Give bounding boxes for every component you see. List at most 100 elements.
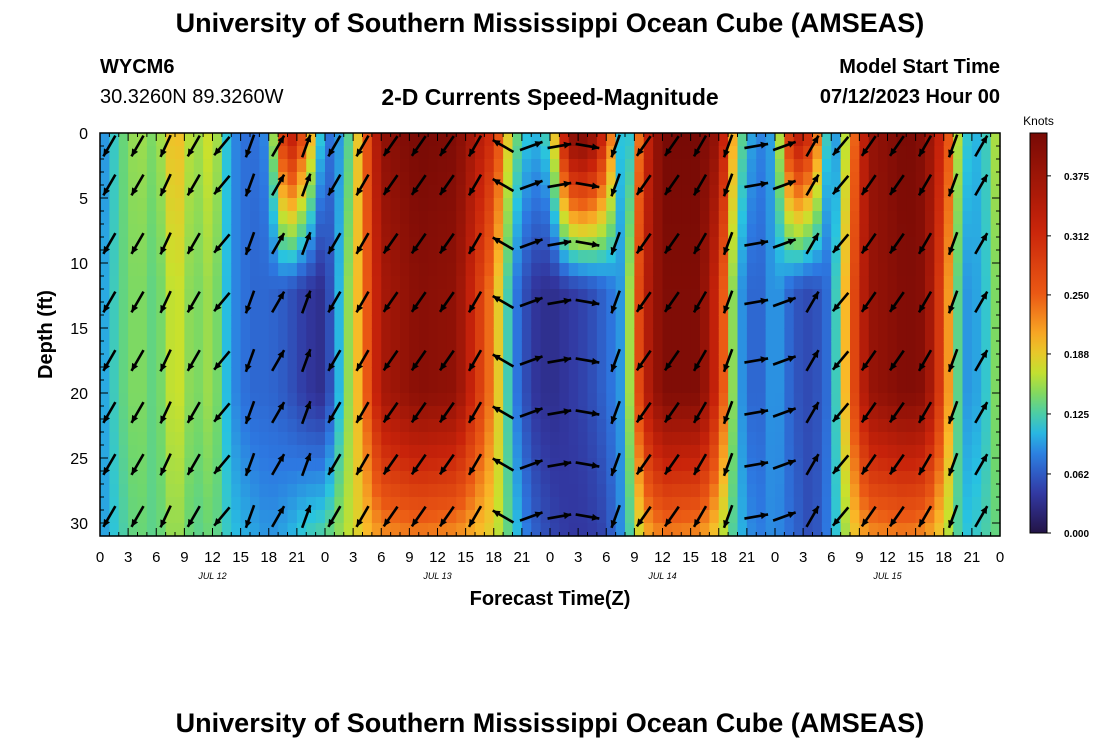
heatmap-cell — [962, 276, 973, 290]
heatmap-cell — [587, 211, 598, 225]
heatmap-cell — [325, 198, 335, 212]
heatmap-cell — [531, 328, 542, 342]
heatmap-cell — [671, 276, 682, 290]
heatmap-cell — [221, 354, 232, 368]
heatmap-cell — [690, 289, 701, 303]
heatmap-cell — [268, 224, 279, 238]
heatmap-cell — [409, 289, 420, 303]
heatmap-cell — [606, 237, 617, 251]
heatmap-cell — [325, 458, 335, 472]
heatmap-cell — [437, 523, 448, 537]
heatmap-cell — [990, 302, 1001, 316]
heatmap-cell — [775, 367, 785, 381]
heatmap-cell — [587, 432, 598, 446]
current-vector — [888, 291, 905, 313]
heatmap-cell — [859, 172, 870, 186]
heatmap-cell — [503, 367, 514, 381]
heatmap-cell — [503, 393, 514, 407]
heatmap-cell — [221, 224, 232, 238]
heatmap-cell — [175, 419, 185, 433]
heatmap-cell — [175, 497, 185, 511]
heatmap-cell — [671, 237, 682, 251]
heatmap-cell — [296, 211, 307, 225]
heatmap-cell — [887, 250, 898, 264]
heatmap-cell — [334, 497, 345, 511]
heatmap-cell — [165, 224, 176, 238]
heatmap-cell — [821, 263, 832, 277]
heatmap-cell — [446, 523, 457, 537]
heatmap-cell — [446, 432, 457, 446]
heatmap-cell — [568, 302, 579, 316]
heatmap-cell — [390, 367, 401, 381]
heatmap-cell — [671, 432, 682, 446]
heatmap-cell — [484, 445, 495, 459]
heatmap-cell — [428, 406, 439, 420]
heatmap-cell — [615, 458, 626, 472]
heatmap-cell — [559, 328, 570, 342]
heatmap-cell — [184, 367, 195, 381]
heatmap-cell — [381, 497, 392, 511]
heatmap-cell — [203, 393, 214, 407]
heatmap-cell — [784, 445, 795, 459]
heatmap-cell — [831, 159, 842, 173]
heatmap-cell — [118, 276, 129, 290]
heatmap-cell — [353, 523, 364, 537]
heatmap-cell — [465, 445, 476, 459]
heatmap-cell — [193, 354, 204, 368]
heatmap-cell — [128, 497, 139, 511]
heatmap-cell — [625, 471, 635, 485]
heatmap-cell — [906, 224, 917, 238]
current-vector — [692, 232, 708, 255]
x-tick-label: 15 — [232, 549, 249, 566]
heatmap-cell — [334, 458, 345, 472]
heatmap-cell — [175, 471, 185, 485]
heatmap-cell — [878, 263, 889, 277]
heatmap-cell — [812, 263, 823, 277]
heatmap-cell — [700, 406, 710, 420]
heatmap-cell — [990, 523, 1001, 537]
heatmap-cell — [718, 328, 729, 342]
heatmap-cell — [821, 250, 832, 264]
heatmap-cell — [287, 172, 298, 186]
heatmap-cell — [728, 263, 739, 277]
heatmap-cell — [212, 367, 223, 381]
heatmap-cell — [512, 380, 523, 394]
heatmap-cell — [681, 445, 692, 459]
heatmap-cell — [521, 146, 532, 160]
heatmap-cell — [465, 484, 476, 498]
heatmap-cell — [521, 133, 532, 147]
heatmap-cell — [587, 445, 598, 459]
heatmap-cell — [868, 484, 879, 498]
heatmap-cell — [568, 354, 579, 368]
current-vector — [102, 453, 117, 476]
heatmap-cell — [990, 458, 1001, 472]
heatmap-cell — [409, 341, 420, 355]
heatmap-cell — [925, 458, 935, 472]
heatmap-cell — [493, 393, 504, 407]
heatmap-cell — [456, 328, 467, 342]
heatmap-cell — [137, 380, 148, 394]
heatmap-cell — [306, 185, 317, 199]
heatmap-cell — [521, 172, 532, 186]
heatmap-cell — [765, 354, 776, 368]
heatmap-cell — [306, 471, 317, 485]
heatmap-cell — [803, 510, 814, 524]
heatmap-cell — [362, 354, 373, 368]
heatmap-cell — [278, 263, 289, 277]
heatmap-cell — [278, 393, 289, 407]
heatmap-cell — [362, 263, 373, 277]
heatmap-cell — [915, 393, 926, 407]
heatmap-cell — [887, 497, 898, 511]
heatmap-cell — [756, 328, 767, 342]
heatmap-cell — [221, 250, 232, 264]
heatmap-cell — [521, 198, 532, 212]
heatmap-cell — [990, 497, 1001, 511]
heatmap-cell — [315, 146, 326, 160]
heatmap-cell — [765, 146, 776, 160]
heatmap-cell — [540, 289, 551, 303]
heatmap-cell — [371, 367, 382, 381]
heatmap-cell — [371, 432, 382, 446]
heatmap-cell — [906, 380, 917, 394]
heatmap-cell — [212, 497, 223, 511]
heatmap-cell — [250, 419, 260, 433]
